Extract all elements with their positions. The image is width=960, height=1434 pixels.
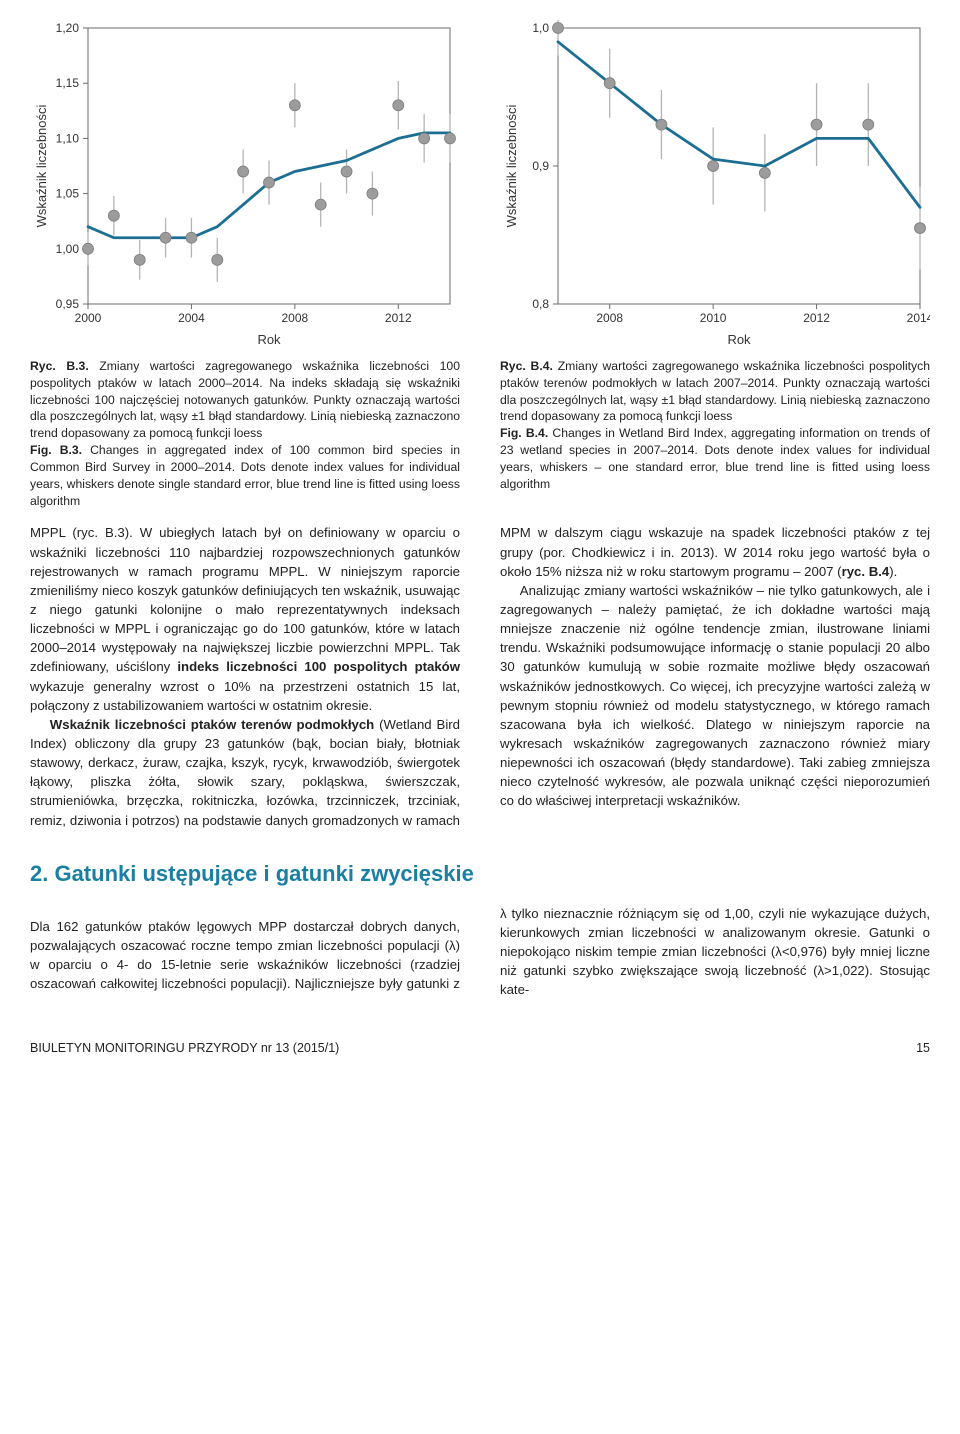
svg-text:2000: 2000 xyxy=(75,311,102,325)
chart-right: 0,8 0,9 1,0 2008 2010 2012 2014 Rok Wskaźnik lic… xyxy=(500,20,930,350)
caption-left: Ryc. B.3. Zmiany wartości zagregowanego … xyxy=(30,358,460,509)
body-p3-text: Analizując zmiany wartości wskaźników – … xyxy=(500,583,930,809)
footer-right: 15 xyxy=(916,1039,930,1057)
chart-right-container: 0,8 0,9 1,0 2008 2010 2012 2014 Rok Wskaźnik lic… xyxy=(500,20,930,350)
caption-left-text-pl: Zmiany wartości zagregowanego wskaźnika … xyxy=(30,359,460,440)
captions-row: Ryc. B.3. Zmiany wartości zagregowanego … xyxy=(30,358,930,509)
svg-text:1,15: 1,15 xyxy=(56,76,80,90)
section-2-p1: Dla 162 gatunków ptaków lęgowych MPP dos… xyxy=(30,904,930,1003)
svg-text:1,10: 1,10 xyxy=(56,131,80,145)
svg-text:0,9: 0,9 xyxy=(532,159,549,173)
charts-row: 0,95 1,00 1,05 1,10 1,15 1,20 2000 2004 2008 2012… xyxy=(30,20,930,350)
svg-text:2008: 2008 xyxy=(596,311,623,325)
caption-right: Ryc. B.4. Zmiany wartości zagregowanego … xyxy=(500,358,930,509)
svg-text:1,00: 1,00 xyxy=(56,242,80,256)
section-2-heading: 2. Gatunki ustępujące i gatunki zwycięsk… xyxy=(30,858,930,890)
body-p1-cont: wykazuje generalny wzrost o 10% na przes… xyxy=(30,679,460,713)
body-p1: MPPL (ryc. B.3). W ubiegłych latach był … xyxy=(30,523,460,714)
caption-left-title-en: Fig. B.3. xyxy=(30,443,82,457)
svg-text:1,05: 1,05 xyxy=(56,187,80,201)
svg-text:1,0: 1,0 xyxy=(532,21,549,35)
caption-right-text-pl: Zmiany wartości zagregowanego wskaźnika … xyxy=(500,359,930,423)
body-p2-ref: ryc. B.4 xyxy=(842,564,890,579)
svg-text:2012: 2012 xyxy=(803,311,830,325)
svg-text:Wskaźnik liczebności: Wskaźnik liczebności xyxy=(34,104,49,227)
svg-text:2014: 2014 xyxy=(907,311,930,325)
svg-text:2010: 2010 xyxy=(700,311,727,325)
caption-right-text-en: Changes in Wetland Bird Index, aggregati… xyxy=(500,426,930,490)
chart-left: 0,95 1,00 1,05 1,10 1,15 1,20 2000 2004 2008 2012… xyxy=(30,20,460,350)
svg-text:1,20: 1,20 xyxy=(56,21,80,35)
body-p2-end: ). xyxy=(889,564,897,579)
body-p1-lead: MPPL (ryc. B.3). xyxy=(30,525,133,540)
svg-text:0,95: 0,95 xyxy=(56,297,80,311)
svg-text:2008: 2008 xyxy=(282,311,309,325)
svg-text:Rok: Rok xyxy=(257,332,281,347)
svg-text:2004: 2004 xyxy=(178,311,205,325)
body-p3: Analizując zmiany wartości wskaźników – … xyxy=(500,581,930,811)
caption-right-title-en: Fig. B.4. xyxy=(500,426,548,440)
body-p2-bold: Wskaźnik liczebności ptaków terenów podm… xyxy=(50,717,374,732)
page-footer: BIULETYN MONITORINGU PRZYRODY nr 13 (201… xyxy=(30,1039,930,1057)
chart-left-container: 0,95 1,00 1,05 1,10 1,15 1,20 2000 2004 2008 2012… xyxy=(30,20,460,350)
caption-right-title-pl: Ryc. B.4. xyxy=(500,359,553,373)
section-2-body: Dla 162 gatunków ptaków lęgowych MPP dos… xyxy=(30,904,930,1003)
body-p1-text: W ubiegłych latach był on definiowany w … xyxy=(30,525,460,674)
footer-left: BIULETYN MONITORINGU PRZYRODY nr 13 (201… xyxy=(30,1039,339,1057)
body-p1-bold: indeks liczebności 100 pospolitych ptakó… xyxy=(177,659,460,674)
svg-text:2012: 2012 xyxy=(385,311,412,325)
svg-text:0,8: 0,8 xyxy=(532,297,549,311)
svg-text:Wskaźnik liczebności: Wskaźnik liczebności xyxy=(504,104,519,227)
caption-left-text-en: Changes in aggregated index of 100 commo… xyxy=(30,443,460,507)
body-text: MPPL (ryc. B.3). W ubiegłych latach był … xyxy=(30,523,930,829)
caption-left-title-pl: Ryc. B.3. xyxy=(30,359,89,373)
svg-text:Rok: Rok xyxy=(727,332,751,347)
